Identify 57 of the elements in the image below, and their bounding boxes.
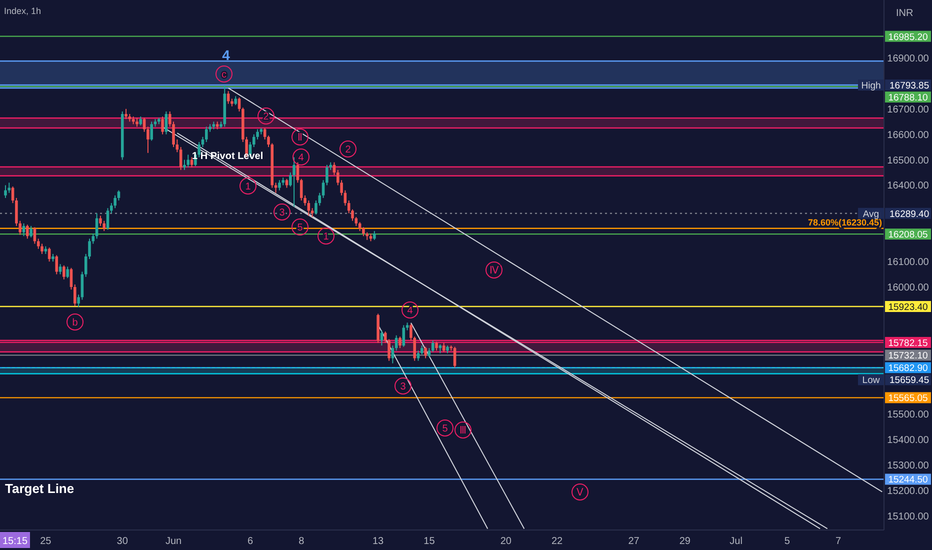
x-tick-label: Jun xyxy=(165,536,182,547)
annotation: 1 xyxy=(323,232,330,242)
annotation: 5 xyxy=(442,424,448,434)
x-tick-label: 15 xyxy=(424,536,436,547)
y-tick-label: 15200.00 xyxy=(887,486,930,498)
text: 15:15 xyxy=(2,536,28,547)
annotation: 4 xyxy=(407,306,414,316)
annotation: 1 xyxy=(245,182,252,192)
annotation: 3 xyxy=(400,382,406,392)
annotation: Ⅳ xyxy=(490,266,500,276)
annotation: Ⅱ xyxy=(298,132,302,144)
annotation: 4 xyxy=(298,152,304,164)
y-tick-label: 16100.00 xyxy=(887,257,930,268)
x-tick-label: 5 xyxy=(784,536,790,547)
y-tick-label: 16700.00 xyxy=(887,104,930,116)
annotation: Ⅲ xyxy=(460,426,466,436)
y-tick-label: 15100.00 xyxy=(887,512,930,523)
annotation: 2 xyxy=(345,144,352,156)
ref-line-label: High 16793.85 xyxy=(861,80,930,92)
ref-line-label: 15244.50 xyxy=(888,474,928,486)
y-tick-label: 16400.00 xyxy=(887,180,930,192)
ref-line-label: 15923.40 xyxy=(888,302,928,313)
text: Index, 1h xyxy=(4,6,42,16)
y-tick-label: 16600.00 xyxy=(887,130,930,141)
x-tick-label: 7 xyxy=(836,536,842,547)
annotation: b xyxy=(72,318,78,328)
annotation: c xyxy=(222,70,226,80)
ref-line-label: 15782.15 xyxy=(888,338,928,349)
y-tick-label: 16900.00 xyxy=(887,54,930,65)
ref-line-label: Low 15659.45 xyxy=(862,375,930,386)
annotation: Target Line xyxy=(5,481,74,496)
ref-line-label: 16788.10 xyxy=(888,92,928,104)
y-axis-title: INR xyxy=(896,8,914,19)
ref-line-label: 15682.90 xyxy=(888,363,928,374)
ref-line-label: 15565.05 xyxy=(888,393,928,404)
annotation: 4 xyxy=(222,47,230,63)
x-tick-label: 25 xyxy=(40,536,52,547)
annotation: Ⅴ xyxy=(576,488,584,498)
y-tick-label: 15300.00 xyxy=(887,460,930,472)
ref-line-label: 15732.10 xyxy=(888,350,928,362)
x-tick-label: 27 xyxy=(628,536,640,547)
x-tick-label: 6 xyxy=(247,536,254,547)
y-tick-label: 15500.00 xyxy=(887,410,930,421)
x-tick-label: 20 xyxy=(500,536,512,547)
annotation: 3 xyxy=(279,208,286,218)
x-tick-label: 13 xyxy=(372,536,384,547)
ref-line-label: 16208.05 xyxy=(888,230,928,241)
x-tick-label: 8 xyxy=(298,536,305,547)
x-tick-label: 30 xyxy=(116,536,128,547)
y-tick-label: 16000.00 xyxy=(887,282,930,294)
ref-line-label: 16985.20 xyxy=(888,32,928,43)
x-tick-label: 22 xyxy=(552,536,564,547)
ref-line-label: Avg 16289.40 xyxy=(862,208,930,220)
x-tick-label: 29 xyxy=(679,536,691,547)
y-tick-label: 15400.00 xyxy=(887,435,930,446)
y-tick-label: 16500.00 xyxy=(887,155,930,166)
x-tick-label: Jul xyxy=(730,536,742,547)
